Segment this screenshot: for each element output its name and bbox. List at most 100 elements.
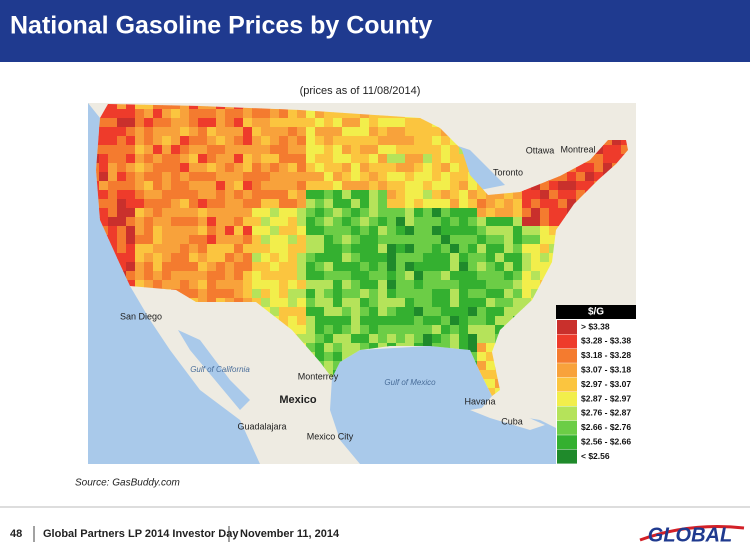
county-cell: [144, 271, 154, 281]
county-cell: [414, 226, 424, 236]
county-cell: [405, 271, 415, 281]
county-cell: [324, 172, 334, 182]
county-cell: [351, 307, 361, 317]
county-cell: [180, 244, 190, 254]
county-cell: [162, 226, 172, 236]
county-cell: [306, 226, 316, 236]
county-cell: [288, 307, 298, 317]
county-cell: [486, 190, 496, 200]
county-cell: [153, 127, 163, 137]
county-cell: [369, 226, 379, 236]
county-cell: [504, 307, 514, 317]
county-cell: [198, 145, 208, 155]
county-cell: [306, 280, 316, 290]
county-cell: [162, 235, 172, 245]
county-cell: [270, 271, 280, 281]
map-label: Mexico City: [307, 431, 354, 441]
county-cell: [387, 253, 397, 263]
county-cell: [450, 199, 460, 209]
county-cell: [216, 244, 226, 254]
county-cell: [216, 136, 226, 146]
county-cell: [108, 118, 118, 128]
county-cell: [297, 334, 307, 344]
county-cell: [432, 154, 442, 164]
county-cell: [108, 199, 118, 209]
county-cell: [531, 244, 541, 254]
county-cell: [450, 343, 460, 353]
county-cell: [96, 172, 100, 182]
county-cell: [441, 199, 451, 209]
county-cell: [360, 253, 370, 263]
logo-swoosh: [639, 525, 745, 542]
map-label: Guadalajara: [237, 421, 286, 431]
county-cell: [351, 208, 361, 218]
county-cell: [513, 298, 523, 308]
county-cell: [360, 343, 370, 353]
county-cell: [261, 109, 271, 119]
county-cell: [450, 181, 460, 191]
county-cell: [477, 325, 487, 335]
county-cell: [261, 172, 271, 182]
county-cell: [117, 217, 127, 227]
county-cell: [225, 262, 235, 272]
county-cell: [360, 208, 370, 218]
county-cell: [162, 145, 172, 155]
county-cell: [450, 307, 460, 317]
county-cell: [324, 334, 334, 344]
county-cell: [459, 325, 469, 335]
county-cell: [261, 289, 271, 299]
county-cell: [432, 127, 442, 137]
county-cell: [432, 145, 442, 155]
county-cell: [441, 163, 451, 173]
county-cell: [387, 334, 397, 344]
county-cell: [171, 280, 181, 290]
county-cell: [360, 136, 370, 146]
county-cell: [99, 190, 109, 200]
county-cell: [342, 226, 352, 236]
county-cell: [153, 199, 163, 209]
county-cell: [468, 262, 478, 272]
county-cell: [279, 235, 289, 245]
legend-swatch: [557, 377, 577, 392]
county-cell: [333, 280, 343, 290]
county-cell: [432, 334, 442, 344]
county-cell: [450, 235, 460, 245]
county-cell: [117, 163, 127, 173]
county-cell: [288, 190, 298, 200]
county-cell: [405, 253, 415, 263]
county-cell: [441, 208, 451, 218]
county-cell: [360, 190, 370, 200]
county-cell: [261, 235, 271, 245]
county-cell: [369, 343, 379, 353]
county-cell: [189, 127, 199, 137]
county-cell: [450, 289, 460, 299]
county-cell: [459, 163, 469, 173]
county-cell: [342, 316, 352, 326]
county-cell: [198, 280, 208, 290]
county-cell: [297, 118, 307, 128]
county-cell: [360, 262, 370, 272]
county-cell: [180, 136, 190, 146]
county-cell: [288, 199, 298, 209]
county-cell: [117, 118, 127, 128]
county-cell: [513, 262, 523, 272]
county-cell: [369, 280, 379, 290]
county-cell: [495, 262, 505, 272]
county-cell: [252, 280, 262, 290]
county-cell: [234, 172, 244, 182]
county-cell: [351, 154, 361, 164]
county-cell: [513, 280, 523, 290]
county-cell: [270, 109, 280, 119]
county-cell: [234, 244, 244, 254]
county-cell: [405, 280, 415, 290]
county-cell: [531, 280, 541, 290]
county-cell: [288, 109, 298, 119]
county-cell: [441, 253, 451, 263]
county-cell: [306, 109, 316, 119]
county-cell: [387, 298, 397, 308]
county-cell: [189, 145, 199, 155]
county-cell: [432, 244, 442, 254]
county-cell: [126, 235, 136, 245]
county-cell: [171, 262, 181, 272]
county-cell: [468, 226, 478, 236]
